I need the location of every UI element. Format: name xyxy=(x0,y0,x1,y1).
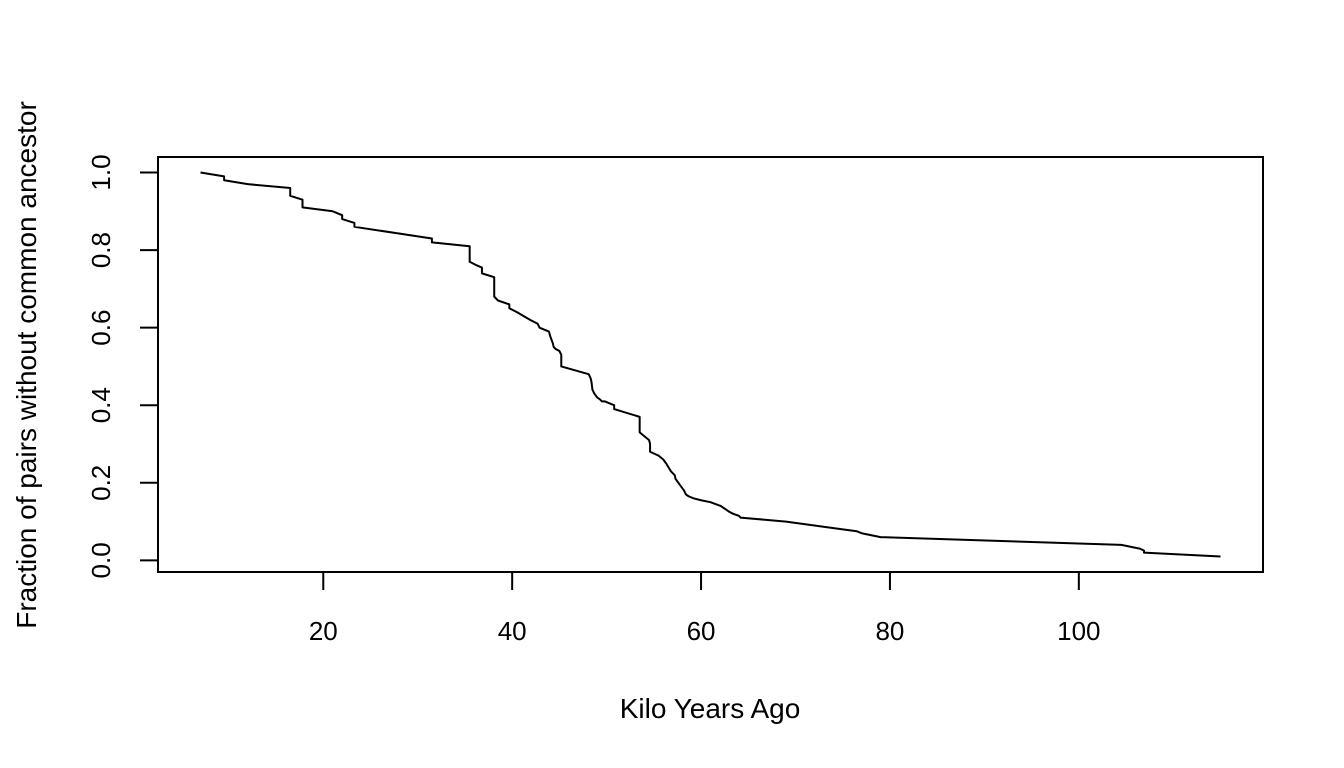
y-tick-label: 0.6 xyxy=(86,310,116,346)
x-axis-label: Kilo Years Ago xyxy=(620,693,801,724)
x-tick-label: 60 xyxy=(687,616,716,646)
y-tick-label: 0.4 xyxy=(86,387,116,423)
y-tick-label: 0.8 xyxy=(86,232,116,268)
series-layer xyxy=(200,171,1221,558)
x-tick-label: 80 xyxy=(875,616,904,646)
x-tick-label: 100 xyxy=(1057,616,1100,646)
y-axis: 0.0 0.2 0.4 0.6 0.8 1.0 xyxy=(86,154,159,578)
y-tick-label: 1.0 xyxy=(86,154,116,190)
y-tick-label: 0.2 xyxy=(86,465,116,501)
x-tick-label: 20 xyxy=(309,616,338,646)
series-line xyxy=(200,171,1221,558)
x-axis: 20 40 60 80 100 xyxy=(309,571,1101,646)
y-tick-label: 0.0 xyxy=(86,542,116,578)
y-axis-label: Fraction of pairs without common ancesto… xyxy=(11,101,42,629)
x-tick-label: 40 xyxy=(498,616,527,646)
plot-frame xyxy=(157,156,1264,573)
